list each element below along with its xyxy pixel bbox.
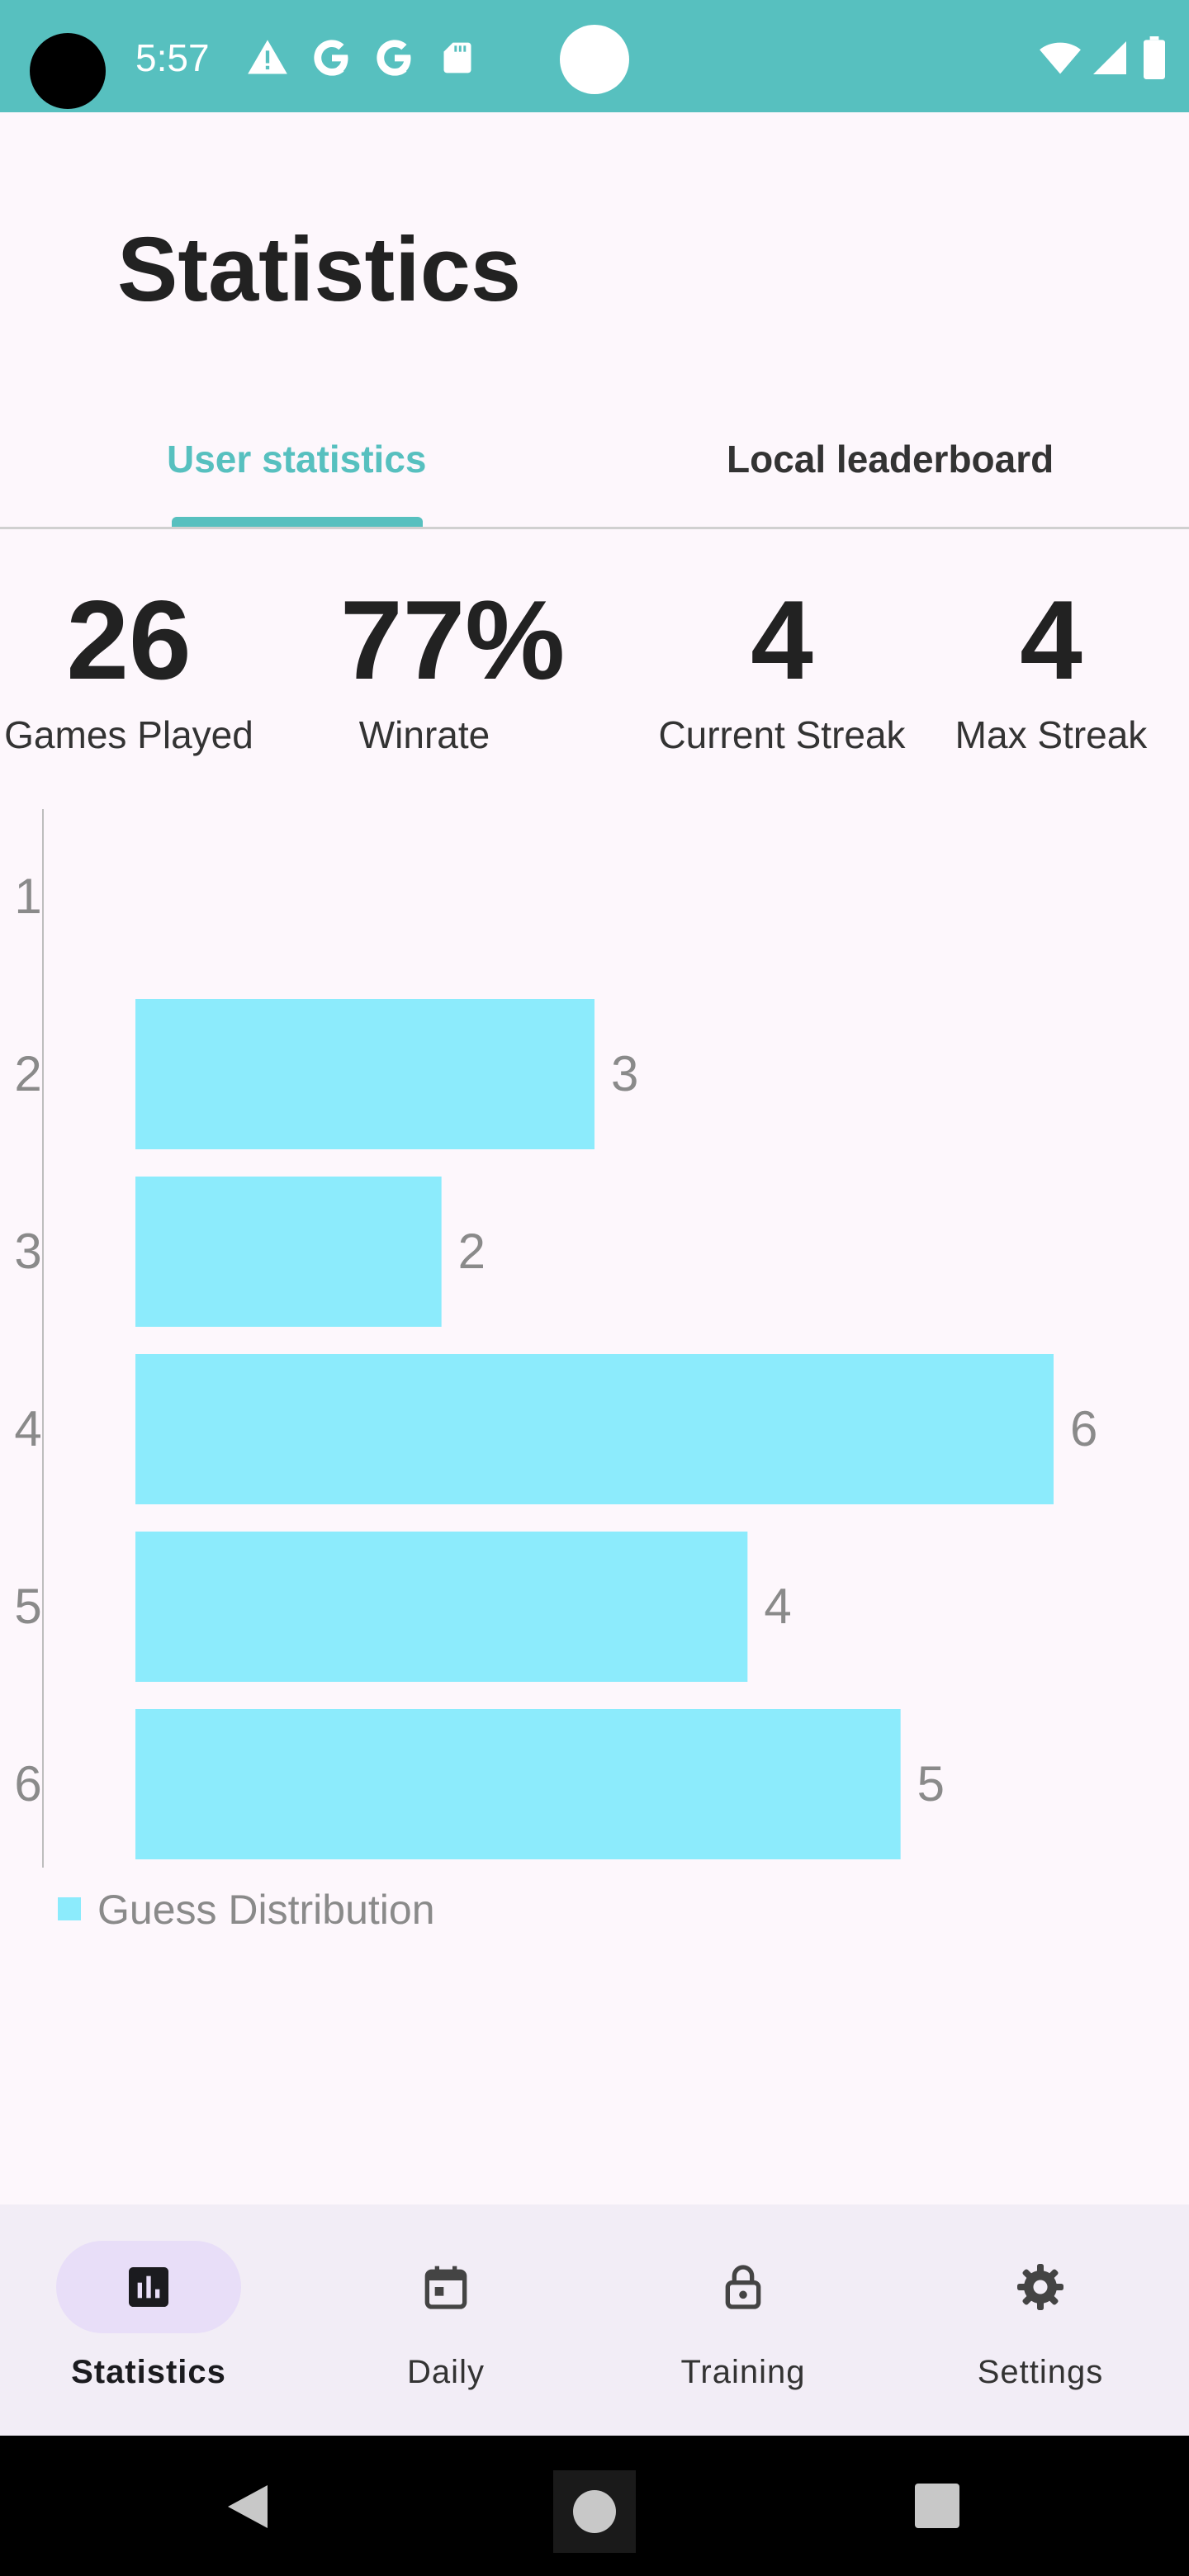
stat-value: 4 [1020, 577, 1082, 703]
nav-item-training[interactable]: Training [594, 2204, 892, 2436]
tab-indicator [172, 517, 423, 527]
chart-category-label: 4 [14, 1401, 41, 1456]
stat-label: Games Played [4, 713, 253, 756]
system-navigation-bar [0, 2436, 1189, 2576]
sd-card-icon [443, 42, 471, 73]
lock-icon [725, 2265, 761, 2309]
nav-item-settings[interactable]: Settings [892, 2204, 1189, 2436]
stat-value: 26 [66, 577, 192, 703]
status-bar: 5:57 [0, 0, 1189, 112]
chart-svg: 1 2 3 3 2 4 6 5 4 6 5 Guess Distribution [14, 809, 1097, 1933]
nav-label: Statistics [71, 2354, 226, 2390]
chart-category-label: 1 [14, 869, 41, 924]
stat-value: 4 [751, 577, 813, 703]
signal-icon [1093, 41, 1126, 74]
camera-cutout [30, 33, 106, 109]
google-icon [314, 40, 348, 76]
nav-label: Training [680, 2354, 806, 2390]
chart-category-label: 2 [14, 1046, 41, 1101]
chart-value-label: 2 [458, 1224, 486, 1279]
home-icon[interactable] [552, 2469, 637, 2555]
tab-bar: User statistics Local leaderboard [0, 413, 1189, 529]
nav-label: Settings [977, 2354, 1104, 2390]
battery-icon [1144, 36, 1165, 79]
wifi-icon [1040, 42, 1081, 74]
warning-icon [248, 40, 287, 74]
tab-user-statistics[interactable]: User statistics [167, 438, 427, 481]
nav-item-daily[interactable]: Daily [297, 2204, 594, 2436]
recents-icon[interactable] [915, 2484, 959, 2528]
chart-legend-label: Guess Distribution [97, 1887, 435, 1933]
chart-value-label: 4 [764, 1579, 791, 1634]
stat-label: Max Streak [955, 713, 1148, 756]
bar-chart-icon [129, 2267, 168, 2307]
chart-category-label: 5 [14, 1579, 41, 1634]
page-title: Statistics [117, 219, 522, 320]
guess-distribution-chart: 1 2 3 3 2 4 6 5 4 6 5 Guess Distribution [0, 801, 1189, 1957]
chart-category-label: 3 [14, 1224, 41, 1279]
stat-label: Current Streak [658, 713, 906, 756]
tab-local-leaderboard[interactable]: Local leaderboard [727, 438, 1054, 481]
nav-item-statistics[interactable]: Statistics [0, 2204, 297, 2436]
notification-dot [560, 25, 629, 94]
gear-icon [1017, 2264, 1063, 2310]
google-icon [377, 40, 411, 76]
stat-current-streak: 4 Current Streak [652, 578, 912, 758]
back-icon[interactable] [225, 2482, 271, 2531]
chart-value-label: 3 [611, 1046, 638, 1101]
chart-bar [135, 1177, 442, 1327]
chart-bar [135, 1709, 901, 1859]
stat-label: Winrate [358, 713, 490, 756]
chart-bar [135, 1532, 748, 1682]
chart-bar [135, 999, 594, 1149]
chart-category-label: 6 [14, 1756, 41, 1811]
stat-winrate: 77% Winrate [340, 577, 566, 758]
calendar-icon [424, 2266, 467, 2309]
stat-max-streak: 4 Max Streak [948, 578, 1154, 758]
stat-value: 77% [340, 577, 566, 703]
nav-label: Daily [407, 2354, 485, 2390]
stat-games-played: 26 Games Played [0, 578, 258, 758]
status-time: 5:57 [135, 36, 210, 79]
bottom-navigation: Statistics Daily Training [0, 2204, 1189, 2436]
chart-bar [135, 1354, 1054, 1504]
chart-value-label: 6 [1070, 1401, 1097, 1456]
chart-legend-swatch [58, 1897, 81, 1920]
chart-value-label: 5 [917, 1756, 945, 1811]
